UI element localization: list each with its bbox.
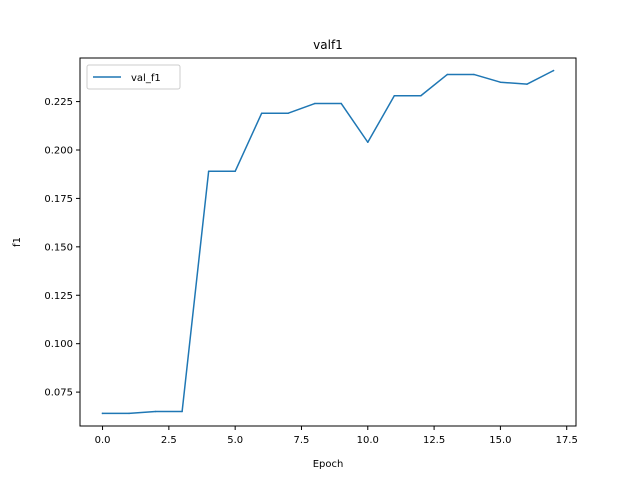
x-tick-label: 10.0 xyxy=(357,435,379,446)
y-axis: 0.075 0.100 0.125 0.150 0.175 0.200 0.225 xyxy=(44,97,80,399)
y-tick-label: 0.150 xyxy=(44,242,73,253)
y-tick-label: 0.075 xyxy=(44,388,73,399)
data-point xyxy=(367,141,369,144)
data-point xyxy=(260,112,263,114)
y-tick-label: 0.175 xyxy=(44,194,73,205)
data-point xyxy=(552,69,555,72)
data-point xyxy=(446,73,449,76)
y-tick-label: 0.100 xyxy=(44,339,73,350)
y-axis-label: f1 xyxy=(12,237,23,247)
plot-frame xyxy=(79,57,577,427)
legend-label-val-f1: val_f1 xyxy=(131,73,161,84)
x-axis-label: Epoch xyxy=(313,459,344,470)
data-point xyxy=(207,170,210,173)
data-point xyxy=(234,170,236,173)
data-point xyxy=(313,102,316,105)
data-point xyxy=(181,410,183,413)
y-tick-label: 0.225 xyxy=(44,97,73,108)
data-point xyxy=(473,73,475,76)
legend-box xyxy=(86,64,181,90)
y-tick-label: 0.125 xyxy=(44,291,73,302)
legend: val_f1 xyxy=(86,64,181,90)
x-axis: 0.0 2.5 5.0 7.5 10.0 12.5 15.0 17.5 xyxy=(95,426,578,446)
x-tick-label: 17.5 xyxy=(556,435,578,446)
data-point xyxy=(499,81,502,83)
data-point xyxy=(287,112,289,114)
x-tick-label: 5.0 xyxy=(227,435,243,446)
y-tick-label: 0.200 xyxy=(44,146,73,157)
data-point xyxy=(101,412,104,415)
x-tick-label: 7.5 xyxy=(294,435,310,446)
series-layer xyxy=(101,69,555,415)
chart-title: valf1 xyxy=(313,38,343,52)
x-tick-label: 12.5 xyxy=(423,435,445,446)
data-point xyxy=(154,410,157,413)
series-line-val-f1 xyxy=(101,69,555,415)
data-point xyxy=(420,95,422,97)
data-point xyxy=(340,102,343,105)
x-tick-label: 2.5 xyxy=(161,435,177,446)
data-point xyxy=(128,412,130,415)
data-point xyxy=(393,95,396,97)
x-tick-label: 15.0 xyxy=(489,435,511,446)
x-tick-label: 0.0 xyxy=(95,435,111,446)
data-point xyxy=(526,83,528,85)
